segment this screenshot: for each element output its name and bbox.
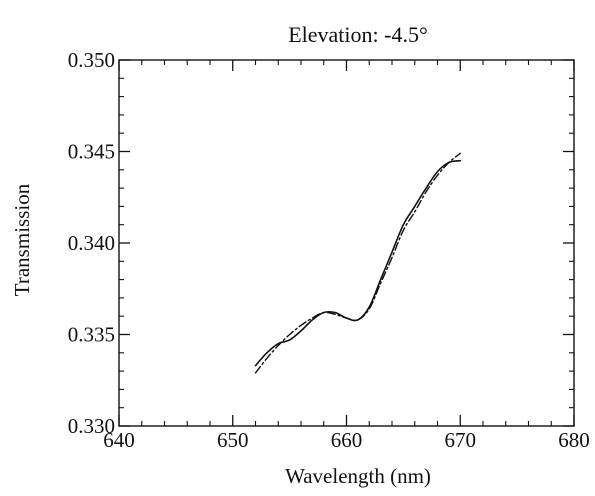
x-tick-label: 640: [103, 428, 135, 452]
y-tick-label: 0.350: [68, 48, 115, 72]
x-axis-label: Wavelength (nm): [285, 464, 431, 488]
series-line-dashed: [254, 152, 461, 374]
y-axis-label: Transmission: [10, 183, 34, 296]
x-ticks: [118, 60, 575, 426]
series-layer: [254, 152, 462, 374]
y-tick-labels: 0.330 0.335 0.340 0.345 0.350: [68, 48, 115, 438]
y-tick-label: 0.330: [68, 414, 115, 438]
plot-frame: [118, 59, 575, 427]
y-tick-label: 0.335: [68, 323, 115, 347]
y-ticks: [119, 59, 574, 427]
x-tick-label: 670: [445, 428, 477, 452]
series-line-solid: [254, 159, 462, 367]
y-tick-label: 0.345: [68, 140, 115, 164]
x-tick-label: 680: [558, 428, 590, 452]
x-tick-labels: 640 650 660 670 680: [103, 428, 590, 452]
x-tick-label: 660: [331, 428, 363, 452]
x-tick-label: 650: [217, 428, 249, 452]
y-tick-label: 0.340: [68, 231, 115, 255]
chart-title: Elevation: -4.5°: [288, 22, 428, 47]
